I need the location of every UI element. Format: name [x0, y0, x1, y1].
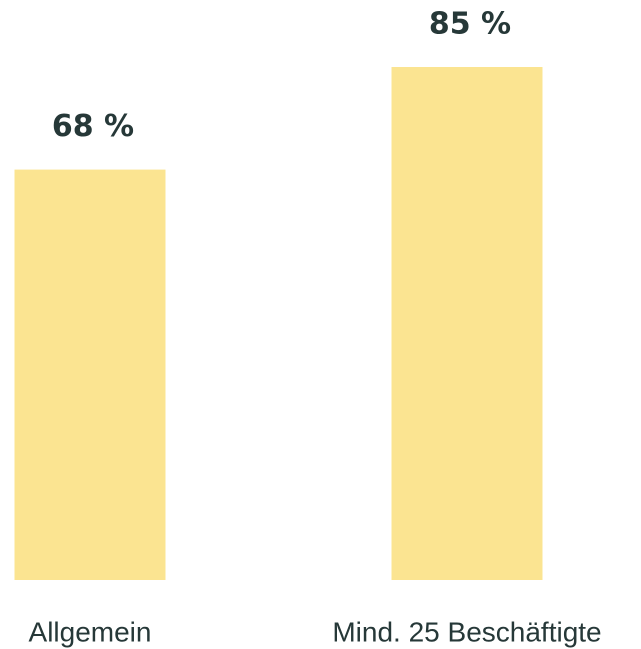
x-tick-label: Allgemein [29, 616, 152, 647]
value-label: 85 % [429, 7, 511, 42]
value-label: 68 % [52, 109, 134, 144]
bar [14, 169, 166, 580]
x-tick-label: Mind. 25 Beschäftigte [332, 616, 601, 647]
bar [391, 67, 543, 580]
